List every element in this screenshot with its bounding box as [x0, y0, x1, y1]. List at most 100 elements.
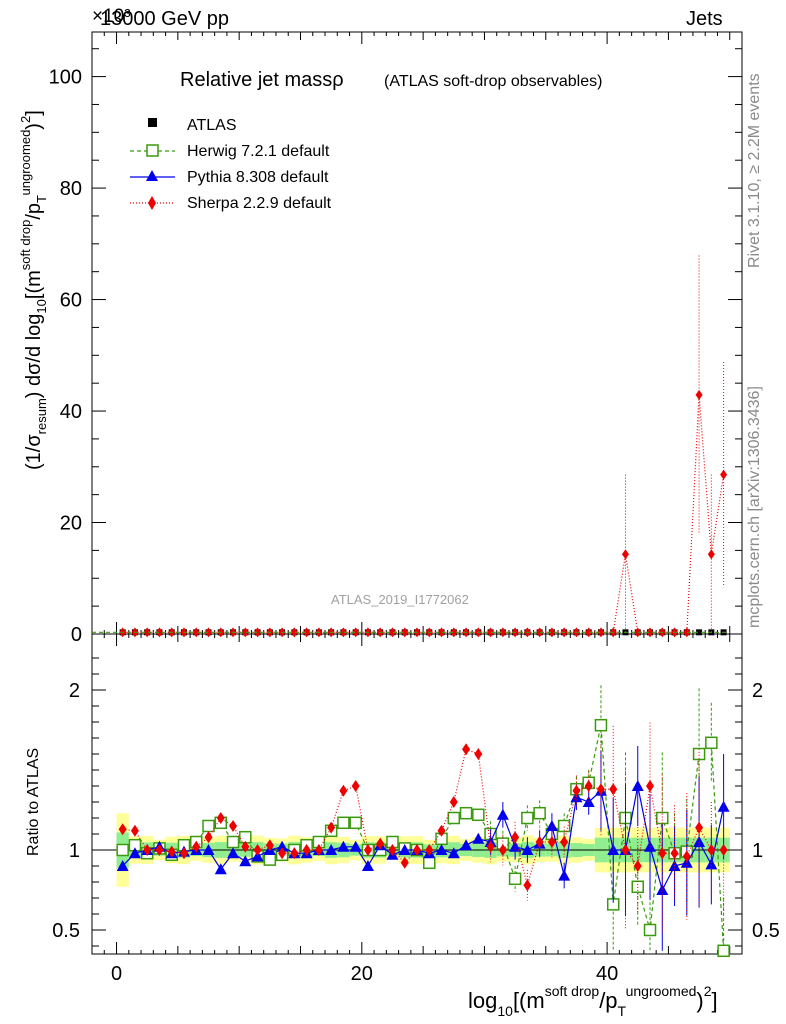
herwig-ratio-point [116, 843, 129, 857]
herwig-ratio-point [692, 747, 706, 761]
sherpa-ratio-point [216, 812, 225, 824]
y-tick-label: 0 [71, 624, 82, 646]
legend-marker-atlas [148, 118, 157, 127]
pythia-ratio-point [447, 847, 460, 859]
sherpa-ratio-point [621, 844, 630, 856]
chart-title: Relative jet massρ [180, 69, 344, 91]
herwig-ratio-point [337, 816, 350, 830]
ratio-y-tick-label: 0.5 [752, 920, 780, 942]
pythia-ratio-point [705, 858, 718, 870]
legend-label-atlas: ATLAS [187, 117, 237, 134]
ratio-y-tick-label: 0.5 [52, 920, 80, 942]
herwig-ratio-point [656, 811, 669, 825]
sherpa-ratio-point [609, 783, 618, 796]
sherpa-ratio-point [376, 837, 385, 850]
pythia-ratio-point [717, 800, 730, 812]
sherpa-ratio-point [449, 796, 458, 808]
sherpa-main-point [143, 627, 151, 638]
herwig-ratio-point [202, 819, 215, 833]
sherpa-main-point [585, 627, 593, 638]
sherpa-ratio-point [413, 844, 421, 856]
ratio-y-tick-label: 2 [69, 680, 80, 702]
pythia-ratio-point [337, 840, 350, 852]
herwig-ratio-point [717, 944, 730, 958]
sherpa-ratio-point [682, 850, 691, 863]
pythia-ratio-point [545, 820, 558, 831]
ratio-y-tick-label: 1 [752, 840, 763, 862]
sherpa-main-point [401, 627, 409, 638]
ratio-y-tick-label: 2 [752, 680, 763, 702]
sherpa-main-point [499, 627, 507, 638]
sherpa-main-point [683, 627, 691, 638]
sherpa-main-point [290, 627, 298, 638]
sherpa-main-point [720, 469, 728, 480]
sherpa-main-point [303, 627, 311, 638]
sherpa-ratio-point [560, 836, 569, 848]
sherpa-ratio-point [462, 743, 471, 756]
sherpa-ratio-point [400, 856, 409, 869]
pythia-ratio-point [276, 840, 289, 852]
sherpa-main-point [155, 627, 163, 638]
sherpa-ratio-point [498, 844, 507, 856]
legend-label-pythia: Pythia 8.308 default [187, 169, 329, 186]
herwig-ratio-point [594, 718, 608, 732]
sherpa-main-point [695, 389, 703, 400]
sherpa-ratio-point [523, 879, 532, 892]
y-tick-label: 40 [60, 401, 82, 423]
sherpa-ratio-point [363, 844, 372, 856]
sherpa-ratio-point [670, 847, 679, 860]
herwig-ratio-point [263, 853, 277, 866]
sherpa-ratio-point [351, 780, 360, 792]
sherpa-main-point [438, 627, 446, 638]
sherpa-main-point [339, 627, 347, 638]
pythia-ratio-point [239, 855, 252, 867]
sherpa-main-point [388, 627, 396, 638]
legend-marker-pythia [146, 170, 158, 181]
sherpa-ratio-point [229, 820, 238, 832]
sherpa-ratio-point [707, 844, 716, 856]
legend-label-herwig: Herwig 7.2.1 default [187, 143, 330, 160]
sherpa-ratio-point [437, 824, 446, 837]
pythia-ratio-point [128, 847, 141, 859]
y-axis-label: (1/σresum) dσ/d log10[(msoft drop/pTungr… [18, 110, 49, 470]
header-right: Jets [686, 8, 723, 30]
x-tick-label: 0 [111, 963, 122, 985]
sherpa-ratio-point [327, 821, 336, 834]
sherpa-ratio-point [143, 844, 152, 856]
y-scale-label: ×10³ [92, 6, 131, 27]
sherpa-ratio-point [192, 840, 201, 853]
ratio-frame [91, 633, 743, 955]
pythia-ratio-point [521, 844, 534, 855]
herwig-ratio-point [643, 923, 657, 937]
sherpa-main-point [707, 549, 715, 560]
pythia-ratio-point [558, 869, 571, 881]
sherpa-ratio-point [167, 845, 176, 858]
sherpa-main-point [192, 627, 200, 638]
y-tick-label: 100 [49, 67, 82, 89]
pythia-ratio-point [214, 863, 227, 875]
chart-title-sub: (ATLAS soft-drop observables) [384, 73, 602, 90]
sherpa-ratio-point [584, 780, 593, 792]
sherpa-ratio-point [486, 840, 495, 853]
herwig-ratio-point [533, 806, 546, 820]
series [92, 255, 730, 958]
pythia-ratio-point [460, 839, 473, 851]
legend: ATLAS Herwig 7.2.1 default Pythia 8.308 … [130, 117, 332, 212]
sherpa-ratio-point [241, 840, 250, 853]
sherpa-main-point [597, 627, 605, 638]
herwig-ratio-point [557, 819, 571, 833]
ratio-y-tick-label: 1 [69, 840, 80, 862]
pythia-ratio-point [325, 844, 338, 855]
pythia-ratio-point [582, 796, 595, 807]
y-tick-label: 20 [60, 513, 82, 535]
sherpa-ratio-point [596, 783, 605, 796]
data-point [696, 629, 703, 636]
sherpa-ratio-point [547, 836, 556, 848]
herwig-ratio-point [459, 806, 473, 820]
y-tick-label: 60 [60, 290, 82, 312]
sherpa-ratio-point [425, 844, 434, 856]
sherpa-ratio-point [633, 860, 642, 872]
legend-marker-sherpa [148, 196, 156, 210]
sherpa-main-point [450, 627, 458, 638]
herwig-ratio-point [423, 856, 436, 870]
